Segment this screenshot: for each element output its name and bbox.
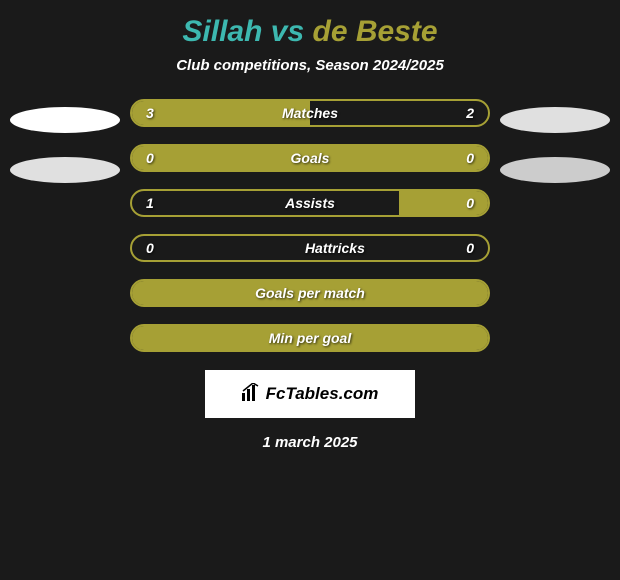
comparison-widget: Sillah vs de Beste Club competitions, Se… [0,0,620,466]
right-ellipse-1 [500,107,610,133]
left-value: 3 [146,105,154,121]
left-indicators [10,99,120,183]
left-ellipse-1 [10,107,120,133]
stat-bar: 0 Goals 0 [130,144,490,172]
stat-label: Goals per match [255,285,365,301]
bar-content: 3 Matches 2 [132,101,488,125]
logo-badge: FcTables.com [205,370,415,418]
stat-bar: Goals per match [130,279,490,307]
title: Sillah vs de Beste [182,15,437,49]
stat-bar: 0 Hattricks 0 [130,234,490,262]
player1-name: Sillah [182,15,262,48]
right-value: 0 [466,150,474,166]
right-value: 2 [466,105,474,121]
right-indicators [500,99,610,183]
chart-icon [242,383,262,406]
bar-content: 0 Goals 0 [132,146,488,170]
stat-label: Hattricks [305,240,365,256]
left-value: 0 [146,150,154,166]
logo-text: FcTables.com [266,384,379,404]
stat-label: Goals [291,150,330,166]
left-value: 1 [146,195,154,211]
stat-label: Matches [282,105,338,121]
stat-label: Min per goal [269,330,351,346]
player2-name: de Beste [313,15,438,48]
stat-bar: 1 Assists 0 [130,189,490,217]
bar-content: Goals per match [132,281,488,305]
stat-label: Assists [285,195,335,211]
right-value: 0 [466,240,474,256]
bar-content: 1 Assists 0 [132,191,488,215]
date-label: 1 march 2025 [262,434,357,451]
bar-content: 0 Hattricks 0 [132,236,488,260]
right-value: 0 [466,195,474,211]
vs-label: vs [271,15,304,48]
left-value: 0 [146,240,154,256]
right-ellipse-2 [500,157,610,183]
stat-bar: 3 Matches 2 [130,99,490,127]
stat-bars-list: 3 Matches 2 0 Goals 0 1 Assists 0 0 Hattricks 0 Goal… [130,99,490,352]
bar-content: Min per goal [132,326,488,350]
subtitle: Club competitions, Season 2024/2025 [176,57,444,74]
left-ellipse-2 [10,157,120,183]
stat-bar: Min per goal [130,324,490,352]
stats-section: 3 Matches 2 0 Goals 0 1 Assists 0 0 Hattricks 0 Goal… [10,99,610,352]
